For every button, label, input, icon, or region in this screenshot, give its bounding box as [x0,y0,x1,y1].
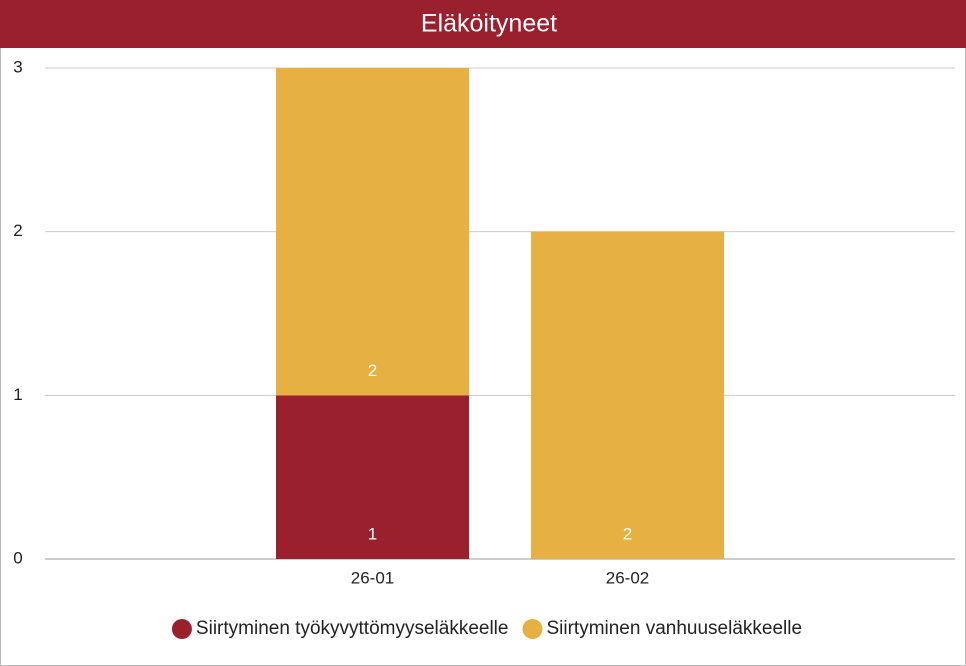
y-tick-label: 3 [13,57,22,76]
y-tick-label: 0 [13,548,22,567]
bar-segment [276,68,469,396]
y-tick-label: 1 [13,385,22,404]
legend-marker [171,619,192,639]
x-tick-label: 26-02 [606,568,649,587]
legend-label: Siirtyminen vanhuuseläkkeelle [546,618,802,639]
legend-label: Siirtyminen työkyvyttömyyseläkkeelle [196,618,509,639]
legend-marker [522,619,543,639]
y-tick-label: 2 [13,221,22,240]
data-label: 2 [623,524,632,543]
bar-segment [276,395,469,559]
chart-title: Eläköityneet [421,10,557,38]
bar-segment [531,231,724,559]
data-label: 1 [368,524,377,543]
x-tick-label: 26-01 [351,568,394,587]
data-label: 2 [368,361,377,380]
title-bar [0,0,966,48]
